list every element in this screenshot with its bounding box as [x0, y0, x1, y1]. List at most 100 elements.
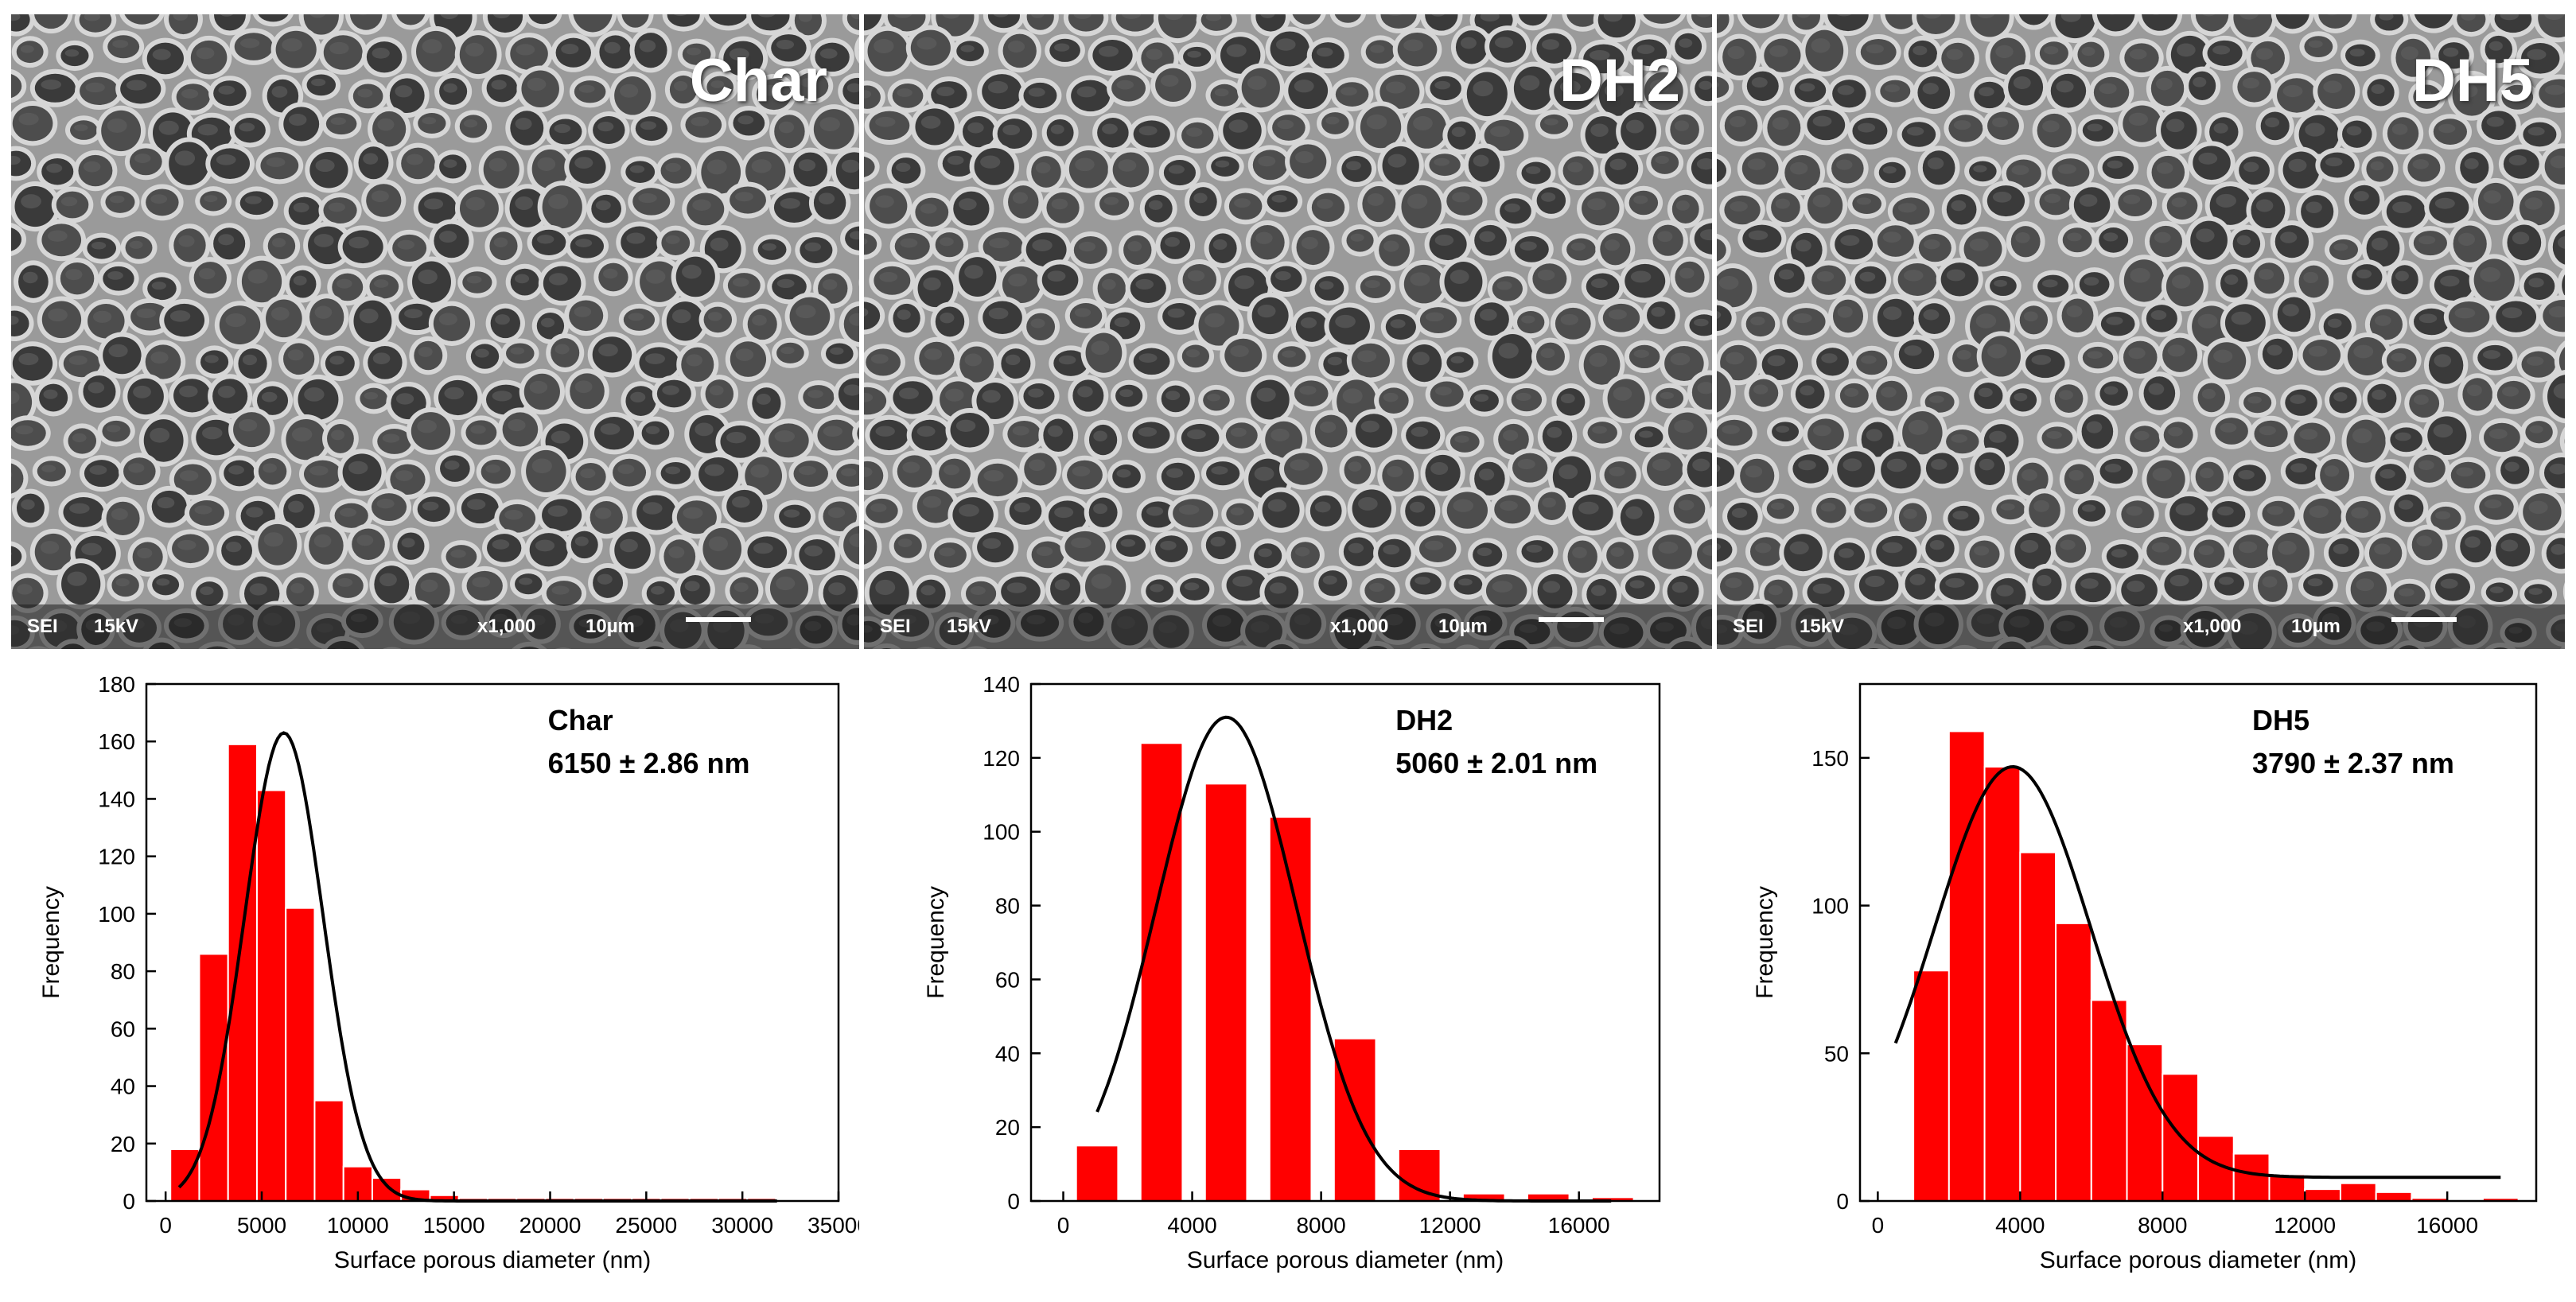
pore-shade	[2103, 386, 2119, 395]
pore-shade	[2370, 161, 2384, 171]
pore-shade	[1054, 507, 1074, 519]
sem-kv: 15kV	[947, 616, 992, 637]
pore-shade	[1613, 387, 1632, 401]
histogram-bar	[1204, 783, 1248, 1203]
pore-shade	[1837, 85, 1854, 95]
pore	[1741, 14, 1780, 29]
pore-shade	[1630, 270, 1652, 283]
pore-shade	[1205, 14, 1222, 21]
pore-shade	[774, 430, 795, 443]
pore-shade	[1812, 425, 1831, 437]
pore-shade	[1234, 198, 1251, 208]
pore-shade	[2434, 354, 2452, 367]
pore-shade	[1047, 270, 1066, 282]
pore-shade	[1186, 127, 1203, 137]
pore-shade	[1317, 198, 1333, 209]
pore-shade	[492, 391, 512, 402]
pore-shade	[1360, 420, 1379, 433]
pore-shade	[988, 307, 1009, 320]
pore-rim	[2557, 266, 2565, 304]
pore-shade	[11, 155, 21, 165]
pore-shade	[2216, 193, 2236, 208]
pore-shade	[1751, 77, 1768, 88]
sem-mode: SEI	[27, 616, 58, 637]
pore-shade	[665, 235, 680, 244]
pore-shade	[1678, 499, 1695, 511]
pore-shade	[2442, 47, 2459, 57]
pore-shade	[2346, 126, 2362, 136]
pore-shade	[1795, 239, 1811, 252]
pore-shade	[1994, 279, 2007, 287]
pore-shade	[2057, 164, 2076, 174]
pore-shade	[1214, 88, 1229, 97]
pore-shade	[1012, 192, 1029, 204]
pore-shade	[2400, 46, 2418, 60]
pore-shade	[488, 157, 507, 172]
pore	[1068, 14, 1104, 32]
pore-shade	[1608, 309, 1627, 320]
pore-shade	[2353, 344, 2374, 359]
pore-shade	[179, 385, 198, 398]
pore-shade	[1230, 507, 1244, 515]
y-tick-label: 80	[111, 959, 135, 984]
pore	[573, 14, 613, 33]
histogram-bar	[1948, 730, 1986, 1202]
pore-shade	[1639, 430, 1653, 438]
pore	[708, 14, 749, 26]
pore-shade	[2202, 14, 2216, 17]
pore-shade	[108, 344, 128, 358]
pore-shade	[40, 541, 60, 554]
pore-shade	[246, 507, 263, 518]
pore-shade	[1014, 502, 1031, 513]
pore-shade	[1449, 270, 1469, 284]
pore-shade	[735, 348, 754, 361]
pore	[987, 14, 1020, 29]
pore-shade	[1290, 459, 1309, 471]
pore-shade	[1558, 464, 1578, 480]
pore-shade	[2103, 232, 2119, 242]
pore-shade	[851, 14, 859, 20]
pore-shade	[2290, 394, 2306, 404]
pore-shade	[551, 585, 570, 595]
pore-shade	[247, 269, 268, 284]
pore-shade	[1675, 200, 1690, 211]
pore-shade	[150, 352, 169, 364]
pore-shade	[2220, 422, 2237, 433]
pore-shade	[443, 83, 457, 93]
pore	[1916, 14, 1955, 34]
pore-shade	[418, 347, 433, 357]
pore-shade	[282, 38, 302, 52]
pore-shade	[595, 200, 611, 211]
pore-shade	[1211, 466, 1228, 475]
pore-shade	[516, 44, 535, 56]
pore-shade	[395, 85, 413, 98]
pore-shade	[1717, 464, 1721, 472]
pore-shade	[1166, 468, 1184, 478]
pore-shade	[438, 231, 457, 243]
pore-shade	[1383, 240, 1399, 252]
pore-shade	[1772, 117, 1789, 130]
pore-shade	[1270, 428, 1290, 441]
pore-shade	[1138, 353, 1158, 363]
pore-shade	[1409, 501, 1425, 513]
pore-shade	[1325, 116, 1340, 125]
pore-shade	[947, 155, 964, 165]
pore-shade	[2031, 355, 2052, 365]
pore-shade	[1655, 155, 1669, 164]
pore-shade	[1866, 44, 1884, 54]
pore-shade	[1364, 280, 1380, 289]
pore-shade	[1299, 385, 1317, 395]
pore-shade	[1897, 203, 1917, 213]
pore-shade	[422, 117, 437, 125]
pore-shade	[874, 39, 894, 54]
pore-shade	[1319, 421, 1337, 433]
histogram-bar	[1075, 1145, 1119, 1202]
pore-shade	[1098, 45, 1119, 57]
pore-shade	[1730, 201, 1748, 212]
pore-shade	[2060, 14, 2081, 22]
pore-shade	[2303, 271, 2319, 284]
pore-shade	[1146, 49, 1163, 60]
pore-shade	[2333, 392, 2348, 402]
x-tick-label: 4000	[1167, 1213, 1216, 1238]
pore-shade	[1341, 87, 1357, 96]
